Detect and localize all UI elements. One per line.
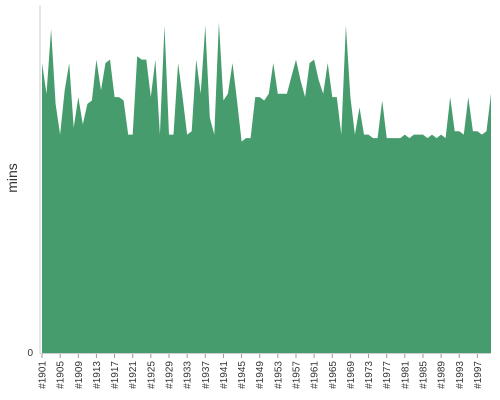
- x-tick-label: #1985: [419, 361, 430, 389]
- x-tick-label: #1929: [165, 361, 176, 389]
- x-tick-label: #1993: [455, 361, 466, 389]
- x-tick-label: #1945: [237, 361, 248, 389]
- x-tick-label: #1961: [310, 361, 321, 389]
- x-tick-label: #1905: [56, 361, 67, 389]
- x-tick-label: #1933: [183, 361, 194, 389]
- x-tick-label: #1969: [346, 361, 357, 389]
- x-tick-label: #1937: [201, 361, 212, 389]
- x-tick-label: #1921: [128, 361, 139, 389]
- x-tick-label: #1913: [92, 361, 103, 389]
- x-tick-label: #1925: [146, 361, 157, 389]
- x-tick-label: #1997: [473, 361, 484, 389]
- x-tick-label: #1941: [219, 361, 230, 389]
- area-series: [42, 22, 491, 353]
- x-tick-label: #1901: [38, 361, 49, 389]
- x-tick-label: #1953: [273, 361, 284, 389]
- y-axis-label: mins: [4, 163, 20, 193]
- x-tick-label: #1909: [74, 361, 85, 389]
- x-tick-label: #1917: [110, 361, 121, 389]
- x-tick-label: #1989: [437, 361, 448, 389]
- x-tick-label: #1949: [255, 361, 266, 389]
- x-tick-label: #1981: [400, 361, 411, 389]
- x-tick-label: #1977: [382, 361, 393, 389]
- x-tick-label: #1965: [328, 361, 339, 389]
- x-tick-label: #1957: [292, 361, 303, 389]
- y-tick-label: 0: [27, 348, 33, 359]
- x-tick-label: #1973: [364, 361, 375, 389]
